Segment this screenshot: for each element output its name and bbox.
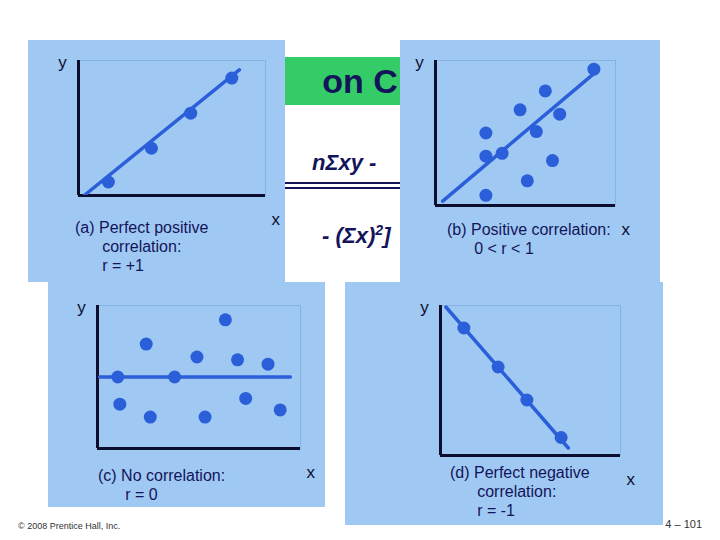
html-text:(d) Perfect negative correlati: (d) Perfect negative correlation: (450, 464, 590, 500)
svg-text:x: x (307, 463, 316, 482)
html-text:(b) Positive correlation:: (b) Positive correlation: (447, 221, 611, 238)
html-text:- (Σx)2]: - (Σx)2] (322, 222, 391, 249)
html-text:(c) No correlation:: (c) No correlation: (98, 467, 226, 484)
svg-text:x: x (622, 220, 631, 239)
svg-text:y: y (420, 298, 429, 317)
html-text:0 < r < 1: 0 < r < 1 (474, 240, 534, 257)
html-text:(a) Perfect positive correlati: (a) Perfect positive correlation: (75, 219, 209, 255)
svg-text:x: x (272, 210, 281, 229)
html-text:r = +1: r = +1 (102, 257, 144, 274)
svg-text:y: y (415, 53, 424, 72)
html-text:4 – 101: 4 – 101 (665, 518, 702, 530)
html-text:© 2008 Prentice Hall, Inc.: © 2008 Prentice Hall, Inc. (18, 521, 121, 531)
html-text:nΣxy -: nΣxy - (312, 150, 377, 175)
svg-text:y: y (58, 53, 67, 72)
svg-text:y: y (77, 298, 86, 317)
html-text:r = -1: r = -1 (477, 502, 515, 519)
html-text:on C: on C (322, 62, 398, 100)
html-text:r = 0: r = 0 (125, 486, 158, 503)
svg-text:x: x (627, 470, 636, 489)
